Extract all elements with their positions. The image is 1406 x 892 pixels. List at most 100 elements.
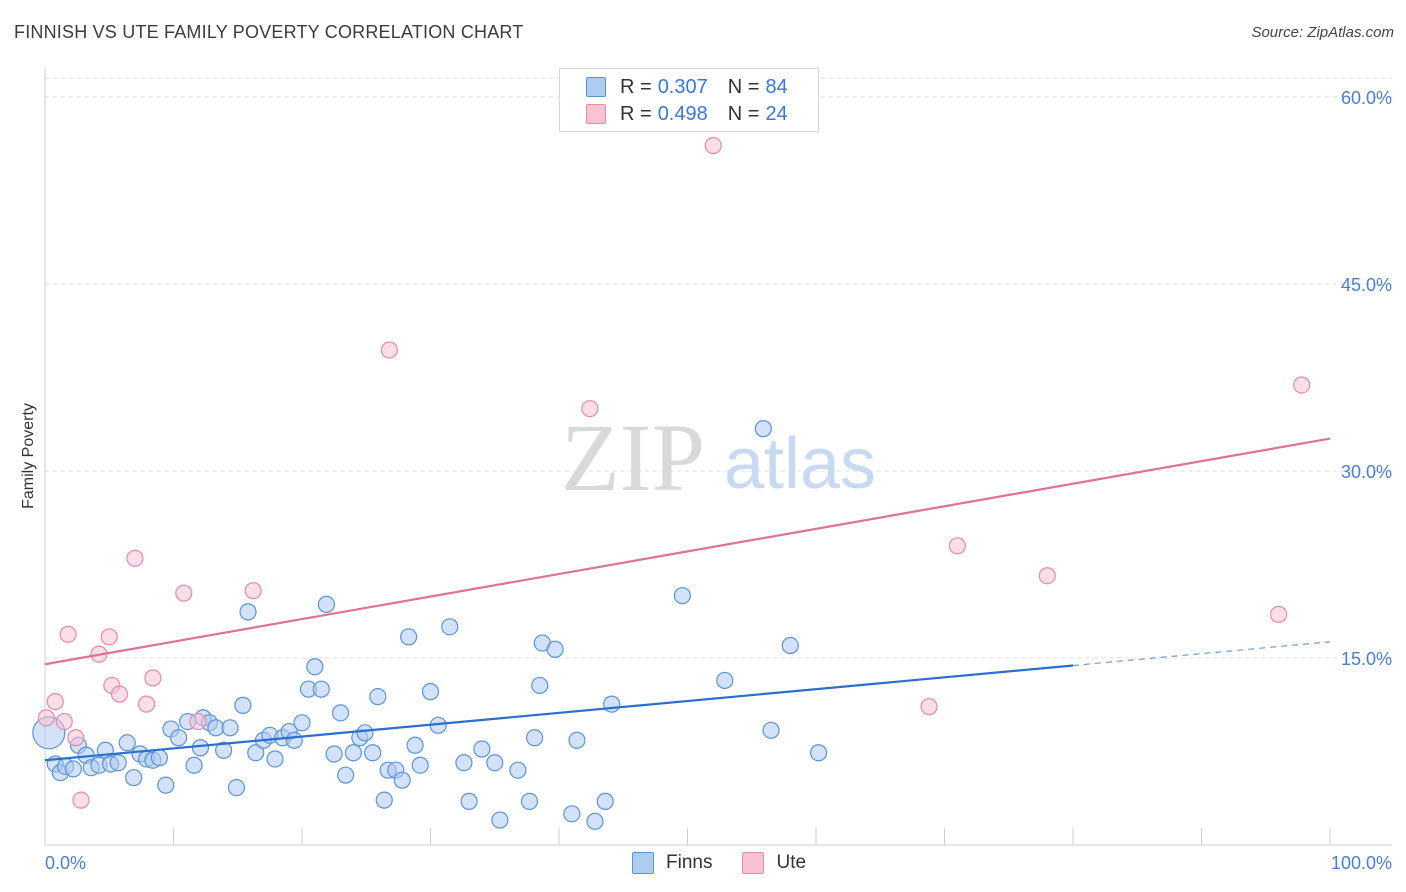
watermark-zip: ZIP: [561, 404, 705, 511]
ute-point: [948, 537, 966, 555]
ute-r-value: 0.498: [657, 102, 708, 125]
finns-point: [331, 704, 350, 722]
finns-point: [344, 744, 362, 762]
grid-lines: [45, 77, 1392, 659]
finns-point: [781, 636, 799, 655]
finns-trend-extension: [1072, 641, 1331, 667]
finns-point: [596, 792, 614, 810]
ute-point: [37, 709, 55, 727]
correlation-legend: R = 0.307 N = 84 R = 0.498 N = 24: [559, 68, 819, 132]
finns-point: [716, 671, 734, 690]
finns-point: [325, 745, 343, 763]
ute-point: [46, 693, 64, 711]
finns-point: [64, 760, 82, 778]
finns-point: [525, 729, 544, 747]
finns-point: [306, 658, 324, 676]
ute-n-label: N =: [727, 102, 760, 125]
ute-legend-swatch: [742, 852, 765, 874]
finns-point: [125, 769, 143, 787]
y-tick-label: 45.0%: [1341, 275, 1392, 295]
finns-point: [754, 420, 772, 438]
ute-point: [144, 669, 162, 687]
finns-legend-swatch: [632, 852, 654, 874]
chart-source: Source: ZipAtlas.com: [1251, 24, 1394, 41]
finns-r-value: 0.307: [657, 75, 708, 98]
ute-point: [189, 712, 207, 731]
ute-point: [110, 685, 129, 703]
ute-point: [67, 729, 85, 747]
finns-point: [247, 744, 265, 762]
ute-r-label: R =: [620, 102, 652, 125]
finns-point: [762, 721, 780, 739]
ute-point: [244, 582, 262, 600]
finns-trend-line: [44, 664, 1074, 762]
finns-points: [32, 420, 828, 830]
ute-swatch: [586, 104, 606, 124]
trend-lines: [44, 437, 1331, 762]
finns-point: [603, 695, 621, 713]
finns-point: [234, 696, 252, 714]
finns-point: [568, 731, 586, 749]
finns-point: [520, 792, 539, 810]
y-tick-label: 30.0%: [1341, 462, 1392, 482]
finns-point: [157, 776, 175, 794]
finns-legend-label: Finns: [666, 852, 713, 873]
ute-point: [100, 628, 118, 646]
ute-point: [380, 341, 398, 359]
ute-point: [137, 695, 156, 713]
finns-point: [491, 811, 509, 829]
ute-point: [59, 625, 77, 643]
ute-point: [175, 584, 193, 602]
finns-point: [400, 628, 418, 646]
chart-title: FINNISH VS UTE FAMILY POVERTY CORRELATIO…: [14, 22, 524, 42]
finns-point: [421, 683, 440, 701]
legend-item-ute: Ute: [742, 852, 806, 874]
x-tick-label: 0.0%: [45, 853, 86, 873]
finns-n-value: 84: [765, 75, 788, 98]
finns-n-label: N =: [727, 75, 760, 98]
finns-point: [455, 754, 473, 772]
ute-point: [704, 137, 722, 155]
legend-row-ute: R = 0.498 N = 24: [586, 102, 788, 126]
finns-point: [191, 739, 210, 757]
finns-point: [221, 719, 239, 737]
finns-point: [239, 603, 257, 621]
finns-point: [809, 744, 828, 762]
y-tick-label: 60.0%: [1341, 88, 1392, 108]
x-tick-label: 100.0%: [1331, 853, 1392, 873]
finns-point: [317, 595, 336, 613]
finns-point: [563, 805, 581, 823]
ute-point: [920, 698, 938, 716]
finns-swatch: [586, 77, 606, 97]
finns-point: [411, 756, 429, 774]
finns-point: [586, 812, 604, 830]
tick-labels: 15.0% 30.0% 45.0% 60.0% 0.0% 100.0%: [45, 88, 1392, 873]
ute-point: [1269, 605, 1288, 623]
finns-point: [293, 714, 311, 732]
finns-point: [375, 791, 393, 809]
legend-item-finns: Finns: [632, 852, 712, 874]
ute-points: [37, 137, 1311, 809]
ute-point: [1038, 567, 1056, 585]
finns-point: [312, 680, 330, 698]
finns-point: [473, 740, 491, 758]
finns-point: [531, 676, 549, 695]
ute-point: [55, 712, 73, 731]
finns-point: [546, 640, 564, 658]
finns-point: [285, 731, 303, 749]
finns-point: [109, 754, 127, 772]
ute-point: [72, 791, 90, 809]
axes: [44, 68, 1392, 846]
finns-point: [406, 736, 424, 754]
ute-point: [581, 400, 599, 418]
finns-point: [337, 766, 355, 784]
series-legend: Finns Ute: [632, 852, 836, 874]
finns-point: [170, 729, 188, 747]
watermark-atlas: atlas: [724, 424, 876, 504]
finns-point: [215, 741, 233, 759]
finns-point: [441, 618, 459, 636]
finns-point: [227, 779, 246, 797]
y-axis-label: Family Poverty: [20, 403, 37, 509]
ute-point: [1293, 376, 1311, 394]
